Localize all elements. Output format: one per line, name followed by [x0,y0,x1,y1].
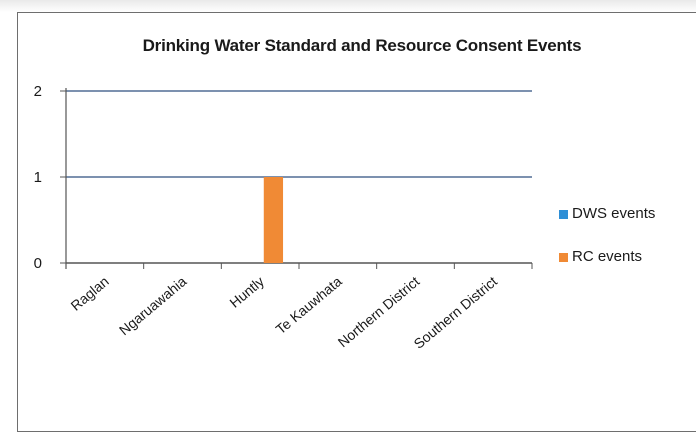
x-tick-label: Ngaruawahia [116,273,190,338]
legend-swatch-dws [559,210,568,219]
y-tick-label: 1 [34,169,42,186]
chart-title: Drinking Water Standard and Resource Con… [142,36,582,55]
x-tick-label: Southern District [411,273,501,352]
scan-shading [0,0,696,12]
y-tick-label: 0 [34,255,42,272]
legend-label-dws: DWS events [572,205,656,222]
y-tick-label: 2 [34,83,42,100]
legend-swatch-rc [559,253,568,262]
bar-rc-events-2 [263,177,284,263]
x-tick-label: Te Kauwhata [272,273,344,337]
plot-area: 0 1 2 Raglan Ngaruawahia Huntly Te KauwhataNor… [34,83,533,352]
legend-label-rc: RC events [572,248,643,265]
x-tick-label: Raglan [67,273,111,314]
x-tick-label: Northern District [335,273,423,350]
x-tick-label: Huntly [226,273,267,311]
